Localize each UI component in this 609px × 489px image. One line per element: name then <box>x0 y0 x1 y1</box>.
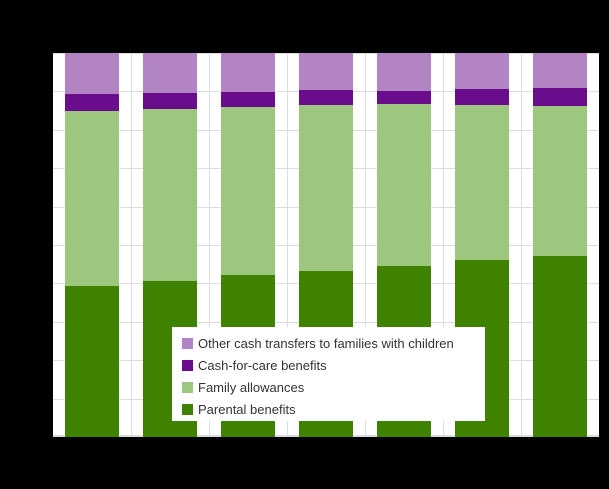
legend-swatch-family-allowances <box>182 381 193 393</box>
legend-swatch-cash-for-care-benefits <box>182 359 193 371</box>
bar-segment-family-allowances <box>455 105 509 261</box>
bar-segment-cash-for-care-benefits <box>299 90 353 106</box>
vertical-gridline <box>131 53 132 437</box>
legend-item-other-cash-transfers[interactable]: Other cash transfers to families with ch… <box>182 332 485 354</box>
bar-segment-family-allowances <box>377 104 431 267</box>
vertical-gridline <box>209 53 210 437</box>
bar-segment-cash-for-care-benefits <box>221 92 275 107</box>
bar-segment-family-allowances <box>221 106 275 275</box>
legend-swatch-parental-benefits <box>182 403 193 415</box>
bar-segment-other-cash-transfers <box>533 53 587 89</box>
bar-segment-family-allowances <box>299 105 353 271</box>
bar-segment-cash-for-care-benefits <box>455 89 509 106</box>
bar-segment-cash-for-care-benefits <box>533 88 587 106</box>
bar-segment-other-cash-transfers <box>143 53 197 93</box>
legend-item-family-allowances[interactable]: Family allowances <box>182 376 485 398</box>
bar-segment-family-allowances <box>143 109 197 281</box>
vertical-gridline <box>521 53 522 437</box>
bar-segment-family-allowances <box>65 110 119 287</box>
bar-segment-parental-benefits <box>533 256 587 437</box>
bar-segment-other-cash-transfers <box>455 53 509 90</box>
bar-segment-other-cash-transfers <box>299 53 353 91</box>
bar-segment-cash-for-care-benefits <box>377 90 431 105</box>
bar-segment-other-cash-transfers <box>377 53 431 91</box>
legend-item-parental-benefits[interactable]: Parental benefits <box>182 398 485 420</box>
bar-segment-cash-for-care-benefits <box>143 92 197 110</box>
legend: Other cash transfers to families with ch… <box>172 327 485 421</box>
plot-area: Other cash transfers to families with ch… <box>53 53 599 437</box>
legend-label-family-allowances: Family allowances <box>198 379 305 395</box>
vertical-gridline <box>365 53 366 437</box>
bar-segment-other-cash-transfers <box>65 53 119 95</box>
legend-label-parental-benefits: Parental benefits <box>198 401 296 417</box>
stacked-bar <box>65 53 119 437</box>
legend-swatch-other-cash-transfers <box>182 337 193 349</box>
legend-label-cash-for-care-benefits: Cash-for-care benefits <box>198 357 327 373</box>
bar-segment-family-allowances <box>533 105 587 257</box>
legend-label-other-cash-transfers: Other cash transfers to families with ch… <box>198 335 454 351</box>
bar-segment-other-cash-transfers <box>221 53 275 93</box>
stacked-bar <box>533 53 587 437</box>
vertical-gridline <box>443 53 444 437</box>
bar-segment-cash-for-care-benefits <box>65 94 119 111</box>
legend-item-cash-for-care-benefits[interactable]: Cash-for-care benefits <box>182 354 485 376</box>
stacked-bar <box>143 53 197 437</box>
bar-segment-parental-benefits <box>65 286 119 437</box>
vertical-gridline <box>287 53 288 437</box>
